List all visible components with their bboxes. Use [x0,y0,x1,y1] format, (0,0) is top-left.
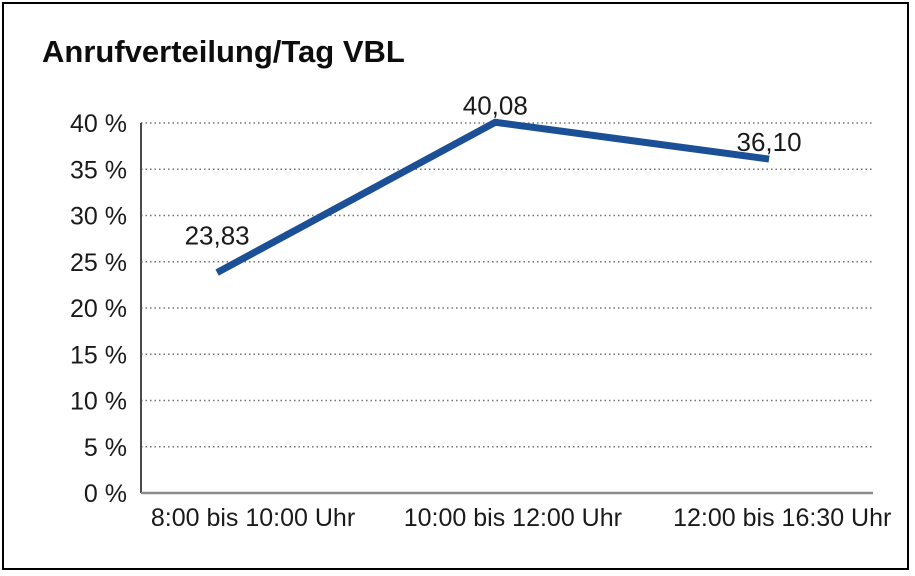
chart-frame: Anrufverteilung/Tag VBL [2,2,909,570]
chart-title: Anrufverteilung/Tag VBL [42,34,405,69]
y-tick-label: 10 % [70,388,127,416]
data-point-label: 23,83 [185,221,250,251]
y-tick-label: 20 % [70,295,127,323]
gridlines [141,122,873,448]
data-labels: 23,83 40,08 36,10 [185,90,802,250]
data-point-label: 36,10 [737,127,802,157]
y-axis-labels: 0 % 5 % 10 % 15 % 20 % 25 % 30 % 35 % 40 % [70,110,127,508]
y-tick-label: 5 % [84,434,127,462]
y-tick-label: 40 % [70,110,127,138]
y-tick-label: 0 % [84,480,127,508]
y-tick-label: 15 % [70,341,127,369]
y-tick-label: 30 % [70,203,127,231]
x-category-label: 12:00 bis 16:30 Uhr [673,504,891,532]
series-line [215,118,770,276]
axes [140,123,873,495]
y-tick-label: 25 % [70,249,127,277]
x-axis-labels: 8:00 bis 10:00 Uhr 10:00 bis 12:00 Uhr 12:… [151,504,891,532]
x-category-label: 10:00 bis 12:00 Uhr [404,504,622,532]
y-tick-label: 35 % [70,156,127,184]
data-point-label: 40,08 [463,90,528,120]
x-category-label: 8:00 bis 10:00 Uhr [151,504,355,532]
series [215,118,770,276]
